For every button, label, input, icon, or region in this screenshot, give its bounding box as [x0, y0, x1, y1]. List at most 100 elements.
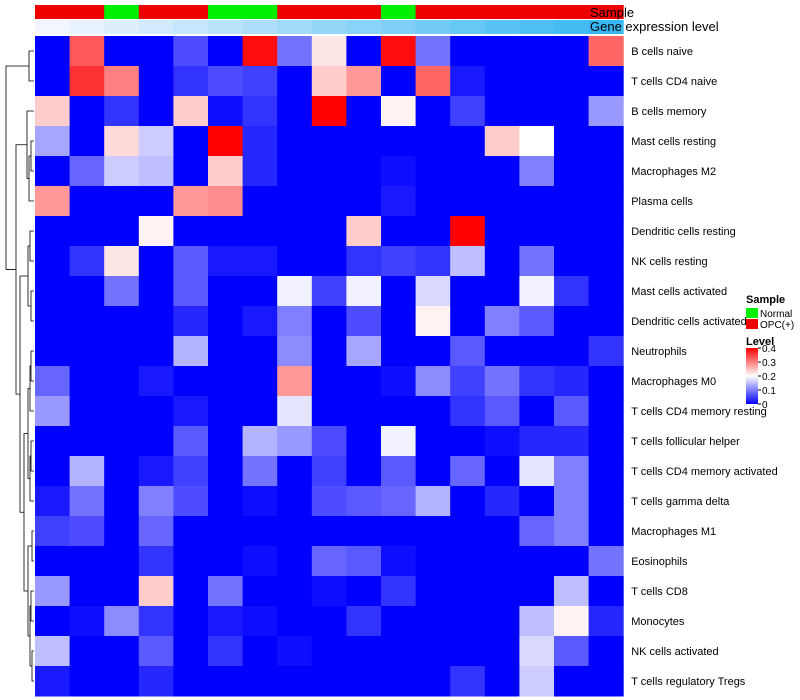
expression-annotation-cell	[277, 20, 313, 34]
heatmap-cell	[519, 456, 555, 487]
heatmap-cell	[138, 426, 174, 457]
heatmap-cell	[35, 426, 71, 457]
heatmap-cell	[484, 96, 520, 127]
heatmap-cell	[588, 126, 624, 157]
heatmap-cell	[415, 486, 451, 517]
heatmap-cell	[381, 336, 417, 367]
dendrogram-branch	[30, 350, 34, 382]
heatmap-cell	[519, 516, 555, 547]
heatmap-cell	[277, 126, 313, 157]
heatmap-cell	[138, 306, 174, 337]
heatmap-cell	[69, 516, 105, 547]
sample-annotation-cell	[208, 5, 244, 19]
heatmap-cell	[69, 426, 105, 457]
heatmap-cell	[311, 486, 347, 517]
heatmap-cell	[381, 546, 417, 577]
heatmap-cell	[450, 486, 486, 517]
heatmap-cell	[588, 216, 624, 247]
heatmap-cell	[415, 516, 451, 547]
heatmap-cell	[381, 396, 417, 427]
heatmap-cell	[138, 546, 174, 577]
heatmap-cell	[588, 606, 624, 637]
heatmap-cell	[381, 186, 417, 217]
heatmap-cell	[450, 216, 486, 247]
heatmap-cell	[484, 276, 520, 307]
heatmap-cell	[104, 486, 140, 517]
row-label: Mast cells resting	[631, 136, 716, 148]
heatmap-cell	[242, 36, 278, 67]
heatmap-cell	[484, 246, 520, 277]
heatmap-cell	[346, 666, 382, 697]
heatmap-cell	[415, 426, 451, 457]
dendrogram-branch	[30, 290, 34, 322]
sample-annotation-cell	[450, 5, 486, 19]
expression-annotation-cell	[311, 20, 347, 34]
sample-annotation-cell	[519, 5, 555, 19]
heatmap-cell	[138, 126, 174, 157]
heatmap-cell	[554, 246, 590, 277]
heatmap-cell	[554, 456, 590, 487]
heatmap-cell	[519, 306, 555, 337]
heatmap-cell	[242, 156, 278, 187]
heatmap-cell	[311, 96, 347, 127]
heatmap-cell	[138, 66, 174, 97]
heatmap-cell	[104, 216, 140, 247]
legend-level-gradient	[746, 348, 758, 404]
heatmap-cell	[415, 606, 451, 637]
heatmap-cell	[588, 486, 624, 517]
heatmap-cell	[35, 666, 71, 697]
heatmap-cell	[381, 306, 417, 337]
heatmap-cell	[69, 486, 105, 517]
expression-annotation-cell	[69, 20, 105, 34]
heatmap-cell	[554, 66, 590, 97]
heatmap-cell	[554, 426, 590, 457]
heatmap-cell	[554, 306, 590, 337]
heatmap-cell	[173, 276, 209, 307]
legend-opc-swatch	[746, 319, 758, 329]
heatmap-cell	[138, 96, 174, 127]
heatmap-cell	[554, 576, 590, 607]
heatmap-cell	[104, 246, 140, 277]
heatmap-cell	[173, 666, 209, 697]
row-label: T cells gamma delta	[631, 496, 730, 508]
row-label: B cells naive	[631, 46, 693, 58]
heatmap-cell	[208, 96, 244, 127]
heatmap-cell	[173, 576, 209, 607]
sample-annotation-cell	[69, 5, 105, 19]
heatmap-cell	[104, 606, 140, 637]
legend-opc-label: OPC(+)	[760, 320, 794, 331]
heatmap-cell	[104, 36, 140, 67]
heatmap-cell	[346, 186, 382, 217]
heatmap-cell	[277, 366, 313, 397]
heatmap-cell	[588, 516, 624, 547]
heatmap-cell	[484, 426, 520, 457]
heatmap-cell	[173, 636, 209, 667]
heatmap-cell	[35, 306, 71, 337]
heatmap-cell	[346, 426, 382, 457]
sample-annotation-cell	[277, 5, 313, 19]
legend-normal-swatch	[746, 308, 758, 318]
heatmap-cell	[484, 396, 520, 427]
heatmap-cell	[519, 636, 555, 667]
heatmap-cell	[588, 426, 624, 457]
heatmap-cell	[173, 216, 209, 247]
legend-tick-label: 0.3	[762, 358, 776, 369]
heatmap-cell	[69, 366, 105, 397]
heatmap-cell	[484, 216, 520, 247]
dendrogram-branch	[26, 110, 34, 179]
heatmap-cell	[450, 666, 486, 697]
heatmap-cell	[346, 246, 382, 277]
row-label: Eosinophils	[631, 556, 688, 568]
expression-annotation-cell	[554, 20, 590, 34]
heatmap-cell	[69, 306, 105, 337]
heatmap-cell	[35, 336, 71, 367]
heatmap-cell	[277, 426, 313, 457]
heatmap-cell	[346, 636, 382, 667]
heatmap-cell	[277, 186, 313, 217]
heatmap-cell	[173, 336, 209, 367]
heatmap-cell	[484, 306, 520, 337]
heatmap-cell	[381, 36, 417, 67]
sample-annotation-cell	[104, 5, 140, 19]
heatmap-cell	[35, 366, 71, 397]
